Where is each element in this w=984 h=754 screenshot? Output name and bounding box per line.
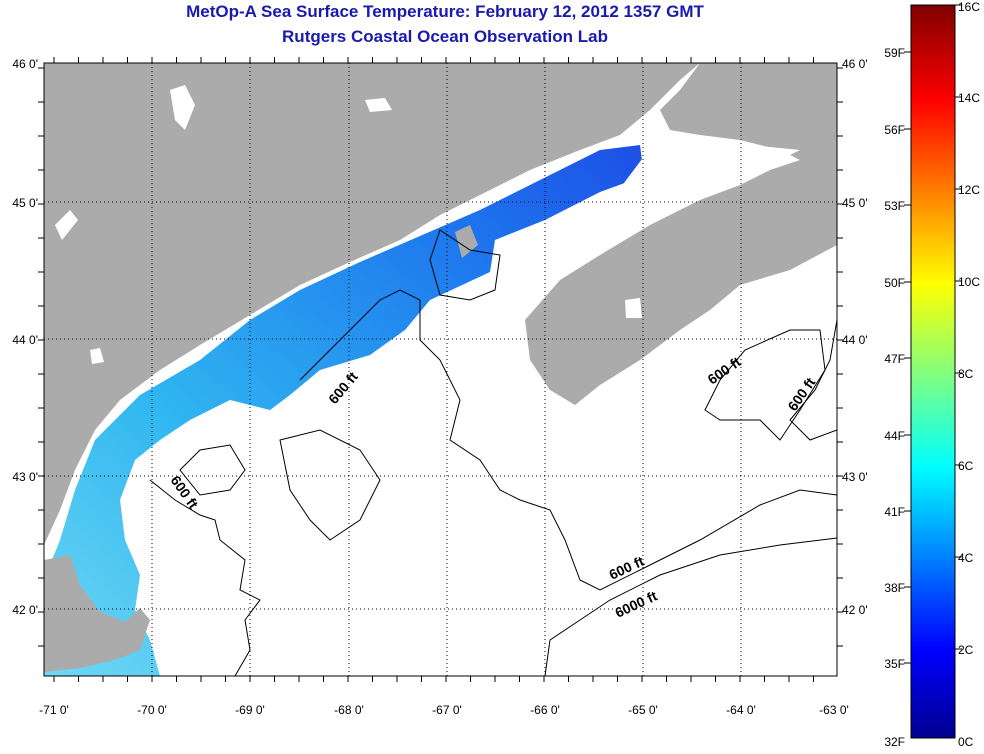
- bay-of-fundy: [520, 140, 800, 295]
- colorbar-f-label: 53F: [884, 199, 905, 213]
- colorbar: [910, 4, 956, 739]
- contour-6000ft: [544, 537, 837, 676]
- map-subtitle: Rutgers Coastal Ocean Observation Lab: [282, 27, 608, 46]
- lake: [625, 298, 642, 318]
- contour-600ft: [179, 444, 246, 496]
- lon-label: -71 0': [39, 703, 69, 717]
- colorbar-c-label: 16C: [958, 0, 980, 14]
- colorbar-f-label: 56F: [884, 123, 905, 137]
- colorbar-c-label: 6C: [958, 459, 974, 473]
- colorbar-c-label: 4C: [958, 551, 974, 565]
- contour-600ft: [299, 289, 837, 591]
- colorbar-f-label: 38F: [884, 581, 905, 595]
- lake: [55, 210, 78, 240]
- land-island: [455, 225, 478, 258]
- lon-label: -70 0': [137, 703, 167, 717]
- land-nova-scotia: [525, 158, 837, 405]
- lat-label-right: 42 0': [842, 603, 868, 617]
- lon-label: -64 0': [726, 703, 756, 717]
- land-us-mainland: [44, 63, 700, 545]
- lat-label-right: 43 0': [842, 470, 868, 484]
- lat-label-right: 44 0': [842, 333, 868, 347]
- lon-label: -63 0': [819, 703, 849, 717]
- colorbar-f-label: 32F: [884, 735, 905, 749]
- colorbar-c-label: 10C: [958, 275, 980, 289]
- colorbar-f-label: 35F: [884, 657, 905, 671]
- colorbar-f-label: 41F: [884, 505, 905, 519]
- lake: [365, 98, 392, 112]
- colorbar-c-label: 14C: [958, 91, 980, 105]
- contour-600ft: [429, 229, 501, 301]
- contour-600ft: [789, 319, 837, 441]
- colorbar-c-label: 8C: [958, 367, 974, 381]
- colorbar-c-label: 2C: [958, 643, 974, 657]
- lat-label-right: 46 0': [842, 57, 868, 71]
- colorbar-f-label: 47F: [884, 352, 905, 366]
- lat-label: 43 0': [12, 470, 38, 484]
- lon-label: -65 0': [628, 703, 658, 717]
- lon-label: -69 0': [235, 703, 265, 717]
- land-cape-cod: [44, 555, 150, 672]
- lake: [170, 85, 195, 130]
- lake: [90, 348, 104, 364]
- colorbar-f-label: 44F: [884, 429, 905, 443]
- colorbar-f-label: 59F: [884, 46, 905, 60]
- lat-label: 46 0': [12, 57, 38, 71]
- lon-label: -68 0': [334, 703, 364, 717]
- lon-label: -67 0': [432, 703, 462, 717]
- map-title: MetOp-A Sea Surface Temperature: Februar…: [186, 2, 704, 21]
- lat-label: 42 0': [12, 603, 38, 617]
- lat-label-right: 45 0': [842, 196, 868, 210]
- colorbar-f-label: 50F: [884, 276, 905, 290]
- lat-label: 44 0': [12, 333, 38, 347]
- contour-600ft: [149, 479, 261, 676]
- contour-600ft: [279, 429, 381, 541]
- lon-label: -66 0': [530, 703, 560, 717]
- colorbar-c-label: 0C: [958, 735, 974, 749]
- colorbar-c-label: 12C: [958, 183, 980, 197]
- lat-label: 45 0': [12, 196, 38, 210]
